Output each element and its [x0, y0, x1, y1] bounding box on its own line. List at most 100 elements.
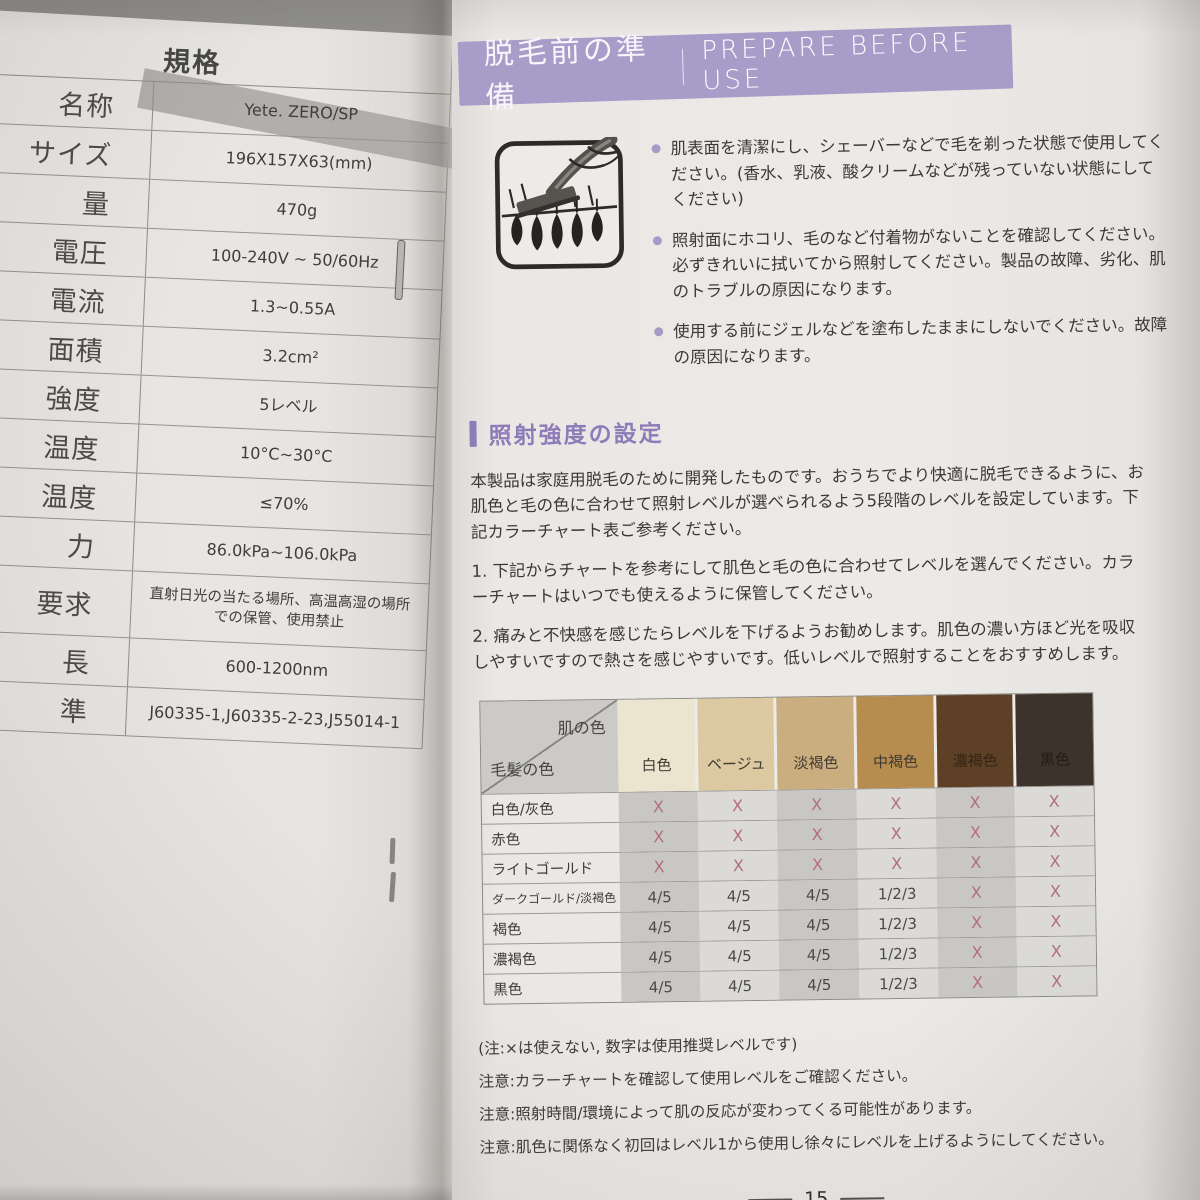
hair-color-label: 白色/灰色 [490, 802, 554, 820]
chart-cell: 1/2/3 [858, 968, 939, 999]
chart-cell: 4/5 [779, 939, 859, 971]
chart-cell: X [698, 851, 779, 882]
preparation-bullets: 肌表面を清潔にし、シェーバーなどで毛を剃った状態で使用してください。(香水、乳液… [651, 129, 1168, 386]
chart-cell: 4/5 [778, 909, 859, 941]
chart-cell: 4/5 [621, 972, 701, 1003]
chart-cell: 4/5 [700, 971, 780, 1002]
skin-color-label: 中褐色 [872, 753, 919, 772]
note-line: (注:×は使えない, 数字は使用推奨レベルです) [478, 1035, 798, 1059]
chart-cell: X [697, 791, 778, 822]
note-line: 注意:カラーチャートを確認して使用レベルをご確認ください。 [478, 1066, 918, 1091]
chart-cell: 4/5 [699, 941, 780, 972]
spec-row-label: 面積 [0, 318, 144, 375]
spec-row-label: 電圧 [0, 220, 148, 277]
hair-color-label: 褐色 [492, 922, 522, 940]
preparation-row: 肌表面を清潔にし、シェーバーなどで毛を剃った状態で使用してください。(香水、乳液… [463, 129, 1172, 388]
chart-cell: 4/5 [620, 942, 701, 973]
skin-color-label: 淡褐色 [793, 754, 839, 773]
chart-cell: X [936, 847, 1016, 878]
hair-color-header: 毛髪の色 [490, 760, 555, 781]
notes-list: (注:×は使えない, 数字は使用推奨レベルです) 注意:カラーチャートを確認して使… [478, 1029, 1184, 1159]
spec-row-label: 量 [0, 171, 151, 228]
bullet-item: 肌表面を清潔にし、シェーバーなどで毛を剃った状態で使用してください。(香水、乳液… [651, 129, 1166, 213]
chart-cell: 1/2/3 [857, 878, 937, 909]
chart-cell: X [936, 877, 1017, 908]
title-accent-bar [469, 420, 477, 447]
hair-color-label: ダークゴールド/淡褐色 [491, 891, 617, 908]
bullet-text: 照射面にホコリ、毛のなど付着物がないことを確認してください。必ずきれいに拭いてか… [671, 223, 1166, 301]
step-item: 2. 痛みと不快感を感じたらレベルを下げるようお勧めします。肌色の濃い方ほど光を… [472, 617, 1136, 672]
right-page-content: 脱毛前の準備 PREPARE BEFORE USE [457, 0, 1185, 1200]
spec-row-label: 温度 [0, 465, 138, 522]
skin-color-label: 黒色 [1039, 751, 1071, 770]
spec-row-label: 名称 [0, 73, 155, 130]
spec-row-label: 強度 [0, 367, 142, 424]
skin-color-swatch: 中褐色 [856, 695, 938, 789]
chart-cell: 4/5 [620, 912, 700, 943]
skin-color-swatch: 淡褐色 [776, 696, 858, 791]
spec-table-title-text: 規格 [162, 45, 222, 80]
chart-cell: X [1014, 786, 1094, 817]
skin-color-swatch: ベージュ [696, 698, 778, 792]
hair-color-label: 黒色 [493, 982, 523, 1000]
bullet-text: 肌表面を清潔にし、シェーバーなどで毛を剃った状態で使用してください。(香水、乳液… [670, 132, 1165, 210]
section-title: 照射強度の設定 [469, 407, 1173, 451]
page-number: 15 [478, 1184, 1154, 1200]
chart-cell: X [777, 819, 857, 851]
chart-cell: X [856, 848, 937, 879]
chart-cell: X [1014, 816, 1095, 847]
chart-cell: X [936, 907, 1017, 938]
skin-color-label: 濃褐色 [952, 752, 998, 771]
chart-cell: X [937, 967, 1018, 998]
chart-cell: X [856, 818, 937, 849]
skin-color-label: 白色 [641, 756, 672, 775]
chart-body: 白色/灰色 X X X X X X 赤色 X X X X X X ライトゴールド X X X X X X ダークゴールド/… [481, 785, 1097, 1005]
page-number-text: 15 [804, 1188, 829, 1200]
right-page: 脱毛前の準備 PREPARE BEFORE USE [452, 0, 1200, 1200]
chart-cell: X [698, 821, 778, 852]
skin-color-swatches: 白色 ベージュ 淡褐色 中褐色 濃褐色 黒色 [617, 693, 1094, 793]
chart-cell: 1/2/3 [857, 908, 938, 939]
chart-cell: 1/2/3 [858, 938, 938, 969]
hair-color-label: 濃褐色 [492, 952, 537, 970]
bullet-item: 使用する前にジェルなどを塗布したままにしないでください。故障の原因になります。 [654, 313, 1169, 371]
chart-cell: X [1016, 906, 1096, 937]
skin-color-swatch: 白色 [617, 699, 699, 793]
chart-cell: X [1015, 846, 1095, 877]
hair-color-label: 赤色 [491, 832, 521, 850]
spec-table-rows: 名称 Yete. ZERO/SP サイズ 196X157X63(mm) 量 470g 電圧 1… [0, 73, 451, 750]
page-bottom-shadow [0, 1184, 452, 1200]
spec-row-value: 直射日光の当たる場所、高温高湿の場所での保管、使用禁止 [149, 586, 411, 631]
section-title-text: 照射強度の設定 [488, 420, 664, 450]
chart-cell: 4/5 [699, 881, 779, 912]
bullet-item: 照射面にホコリ、毛のなど付着物がないことを確認してください。必ずきれいに拭いてか… [652, 221, 1168, 305]
spec-row-label: 準 [0, 679, 128, 736]
chart-cell: 4/5 [778, 879, 858, 911]
chart-header: 肌の色 毛髪の色 白色 ベージュ 淡褐色 中褐色 濃褐色 黒色 [480, 693, 1094, 795]
banner-title-jp: 脱毛前の準備 [483, 31, 650, 117]
spec-row-label: 要求 [0, 563, 134, 638]
staple-icon [389, 837, 396, 865]
chart-cell: X [1016, 966, 1097, 997]
spec-row-label: 長 [0, 630, 131, 687]
step-list: 1. 下記からチャートを参考にして肌色と毛の色に合わせてレベルを選んでください。… [469, 549, 1177, 675]
section-banner: 脱毛前の準備 PREPARE BEFORE USE [457, 24, 1014, 116]
chart-corner-cell: 肌の色 毛髪の色 [480, 700, 619, 795]
skin-color-header: 肌の色 [557, 718, 606, 739]
spec-row-label: 電流 [0, 269, 146, 326]
note-line: 注意:肌色に関係なく初回はレベル1から使用し徐々にレベルを上げるようにしてくださ… [479, 1129, 1114, 1157]
chart-cell: X [777, 849, 858, 881]
bullet-dot-icon [652, 235, 662, 246]
section-intro: 本製品は家庭用脱毛のために開発したものです。おうちでより快適に脱毛できるように、… [470, 462, 1145, 542]
banner-divider [681, 48, 685, 85]
chart-cell: X [937, 937, 1017, 968]
color-chart-table: 肌の色 毛髪の色 白色 ベージュ 淡褐色 中褐色 濃褐色 黒色 白色/灰色 X X X X X X 赤色… [479, 692, 1098, 1006]
banner-title-en: PREPARE BEFORE USE [700, 27, 972, 97]
chart-cell: X [1015, 876, 1096, 907]
chart-cell: X [619, 852, 700, 883]
skin-color-swatch: 黒色 [1015, 693, 1094, 787]
skin-color-label: ベージュ [706, 755, 766, 775]
bullet-text: 使用する前にジェルなどを塗布したままにしないでください。故障の原因になります。 [673, 315, 1168, 367]
bullet-dot-icon [654, 327, 664, 337]
